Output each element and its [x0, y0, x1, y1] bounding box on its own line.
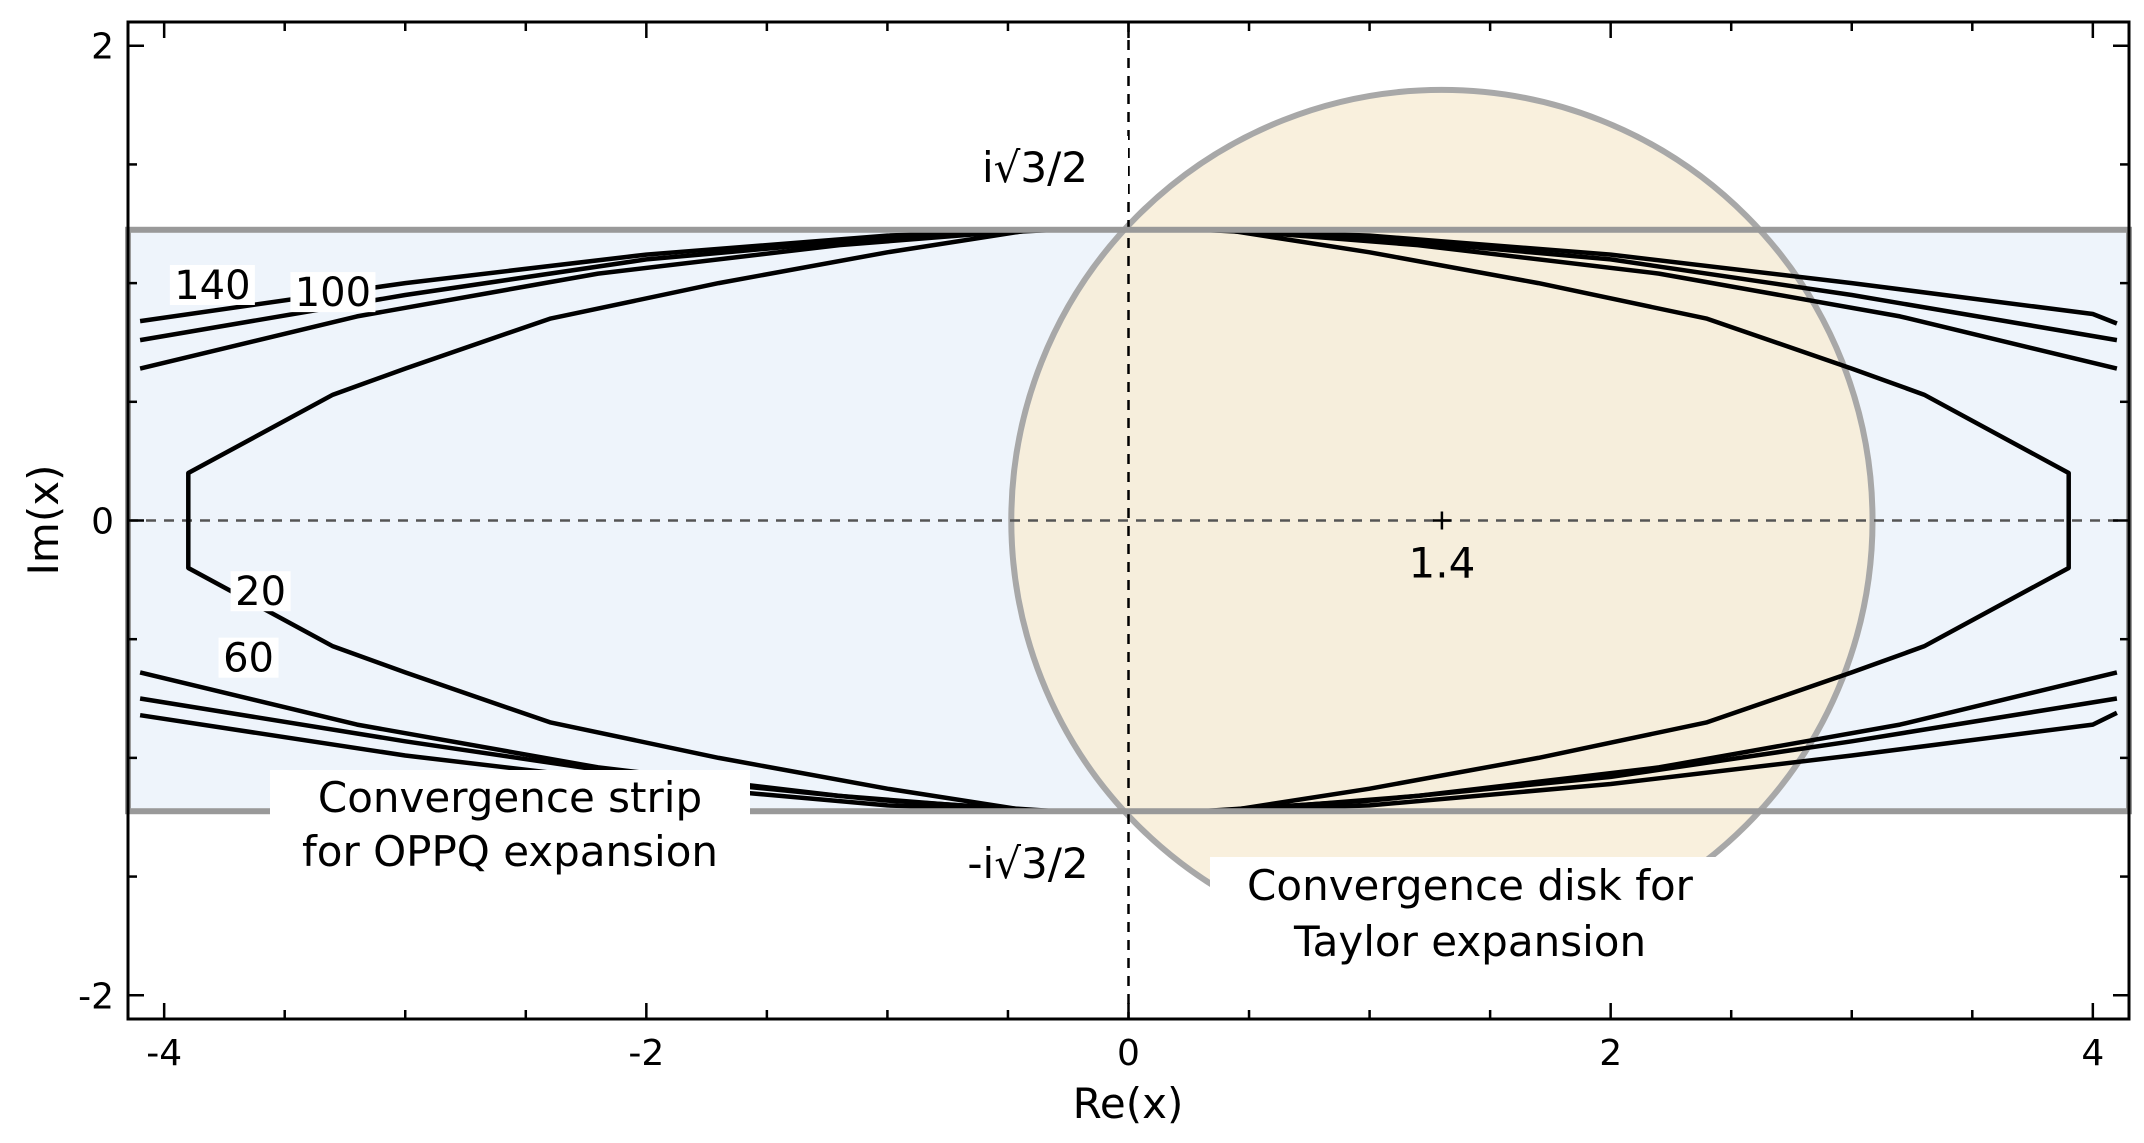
strip-bottom-label-text: -i√3/2 [967, 839, 1088, 888]
x-tick-label: 0 [1117, 1033, 1140, 1074]
y-axis-title: Im(x) [19, 465, 68, 576]
contour-label-100: 100 [295, 270, 371, 316]
contour-label-20: 20 [235, 569, 286, 615]
contour-label-bg [290, 272, 376, 313]
contour-label-bg [218, 637, 279, 678]
disk-center-marker [1432, 511, 1451, 530]
contour-label-bg [230, 571, 291, 612]
strip-top-label: i√3/2 [958, 136, 1128, 196]
strip-caption-line1: Convergence strip [318, 773, 702, 822]
y-tick-label: -2 [78, 976, 114, 1017]
contour-labels: 140 100 20 60 [169, 263, 376, 682]
y-tick-label: 0 [91, 502, 114, 543]
strip-caption: Convergence strip for OPPQ expansion [270, 770, 750, 883]
x-axis-title: Re(x) [1073, 1079, 1184, 1128]
strip-caption-line2: for OPPQ expansion [302, 827, 718, 876]
contour-label-60: 60 [223, 636, 274, 682]
disk-caption: Convergence disk for Taylor expansion [1210, 857, 1730, 973]
disk-caption-line1: Convergence disk for [1247, 861, 1694, 910]
contour-label-bg [169, 264, 255, 305]
disk-center-label: 1.4 [1409, 539, 1476, 588]
x-tick-label: -2 [628, 1033, 664, 1074]
y-tick-label: 2 [91, 27, 114, 68]
x-tick-label: 2 [1599, 1033, 1622, 1074]
axis-ticks: -4 -2 0 2 4 -2 0 2 [78, 22, 2129, 1074]
x-tick-label: -4 [146, 1033, 182, 1074]
x-tick-label: 4 [2081, 1033, 2104, 1074]
series-line-20 [186, 227, 2071, 814]
strip-bottom-label: -i√3/2 [948, 833, 1118, 893]
strip-top-label-text: i√3/2 [982, 143, 1088, 192]
disk-caption-line2: Taylor expansion [1293, 917, 1646, 966]
contour-label-140: 140 [174, 263, 250, 309]
